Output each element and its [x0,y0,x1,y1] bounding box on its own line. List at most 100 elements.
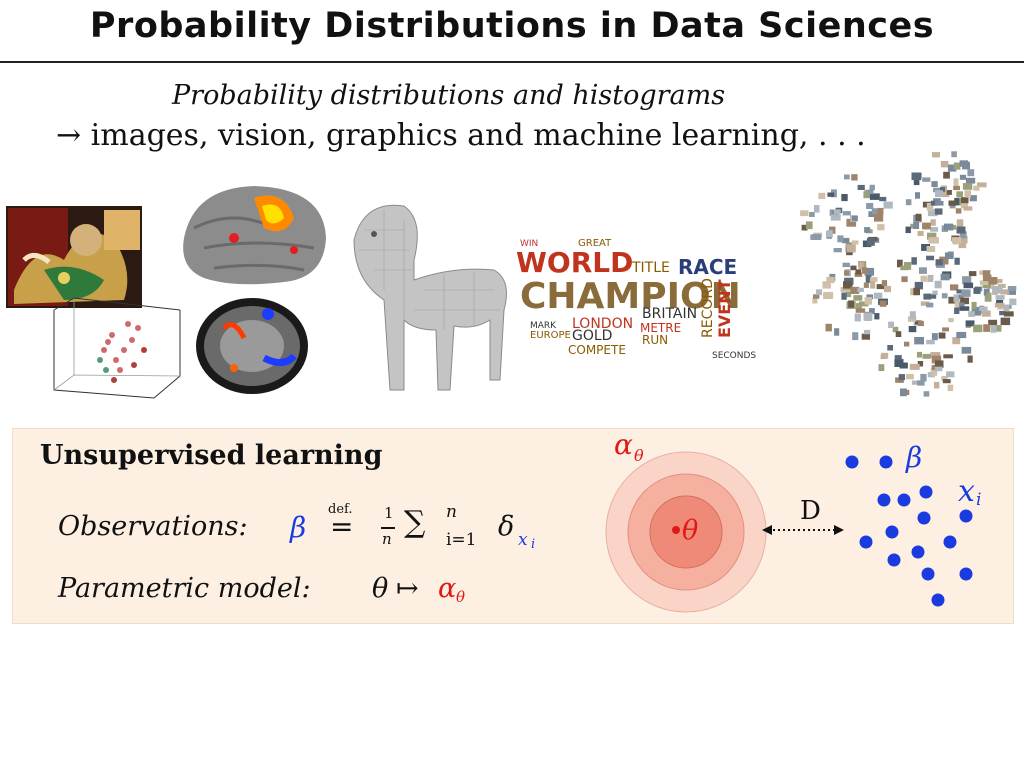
word-cloud-image: WIN GREAT WORLD TITLE RACE CHAMPION LOND… [516,238,756,361]
sum-symbol: ∑ [404,505,426,540]
collage-tile [815,289,823,296]
collage-tile [871,208,882,215]
beta-symbol: β [290,511,307,544]
collage-tile [854,272,863,277]
image-embedding-collage [800,151,1017,397]
collage-tile [952,237,962,244]
collage-tile [917,380,925,386]
collage-tile [956,331,967,339]
observation-point [917,511,931,525]
collage-tile [909,363,920,370]
collage-tile [956,219,964,227]
collage-tile [952,337,961,345]
page-title: Probability Distributions in Data Scienc… [89,6,935,46]
alpha-subscript: θ [456,588,466,606]
collage-tile [948,200,957,206]
collage-tile [959,174,967,180]
point-cloud [845,455,973,607]
collage-tile [942,327,949,332]
collage-tile [992,286,1003,294]
collage-tile [979,280,989,285]
observation-point [897,493,911,507]
collage-tile [917,231,924,236]
collage-tile [932,290,938,296]
sum-upper: n [446,502,457,522]
observation-point [911,545,925,559]
collage-tile [961,289,971,297]
wordcloud-word: RUN [642,333,668,347]
collage-tile [914,337,924,345]
collage-tile [961,346,972,354]
collage-tile [959,235,968,244]
collage-tile [850,265,857,271]
collage-tile [927,276,934,282]
fraction-denominator: n [382,530,392,548]
collage-tile [955,208,962,214]
collage-tile [950,284,959,291]
collage-tile [865,275,872,283]
collage-tile [982,282,991,288]
collage-tile [930,368,938,376]
collage-tile [968,271,977,277]
collage-tile [994,303,1004,308]
collage-tile [971,310,981,316]
collage-tile [920,275,928,282]
collage-tile [894,355,902,360]
collage-tile [942,379,951,384]
collage-tile [877,224,885,231]
collage-tile [851,240,859,245]
collage-tile [911,380,919,385]
collage-tile [857,287,864,293]
collage-tile [949,203,956,209]
collage-tile [905,226,911,234]
collage-tile [863,282,869,288]
collage-tile [923,391,930,397]
beta-label: β [906,441,923,474]
collage-tile [923,293,932,300]
collage-tile [965,177,976,184]
wordcloud-word: EVENT [715,279,734,338]
collage-tile [906,374,914,380]
collage-tile [903,262,912,270]
collage-tile [825,323,832,332]
collage-tile [948,318,954,323]
i-subscript: i [531,537,536,552]
lion-mesh-image [353,204,507,391]
observation-point [921,567,935,581]
collage-tile [1000,289,1010,295]
collage-tile [956,289,964,294]
alpha-theta-subscript: θ [634,446,644,465]
collage-tile [913,179,920,186]
collage-tile [981,310,991,317]
collage-tile [888,321,894,328]
collage-tile [927,232,937,240]
collage-tile [953,178,959,186]
collage-tile [809,212,815,217]
collage-tile [935,190,943,197]
collage-tile [926,202,934,211]
collage-tile [935,360,944,368]
wordcloud-word: RACE [678,255,737,279]
collage-tile [983,288,990,296]
observation-point [885,525,899,539]
wordcloud-word: WORLD [516,246,633,279]
collage-tile [930,200,938,206]
wordcloud-word: CHAMPION [520,276,741,317]
collage-tile [931,365,939,370]
collage-tile [917,361,924,367]
collage-tile [953,294,959,303]
observation-point [877,493,891,507]
collage-tile [969,195,977,202]
theta-symbol: θ [372,573,389,604]
xi-label: x [958,474,975,509]
collage-tile [857,184,865,190]
collage-tile [967,355,973,363]
collage-tile [933,198,941,204]
collage-tile [954,198,960,206]
collage-tile [960,297,969,305]
collage-tile [913,287,920,296]
collage-tile [911,172,922,181]
collage-tile [945,252,954,260]
collage-tile [940,161,949,168]
collage-tile [861,267,867,274]
